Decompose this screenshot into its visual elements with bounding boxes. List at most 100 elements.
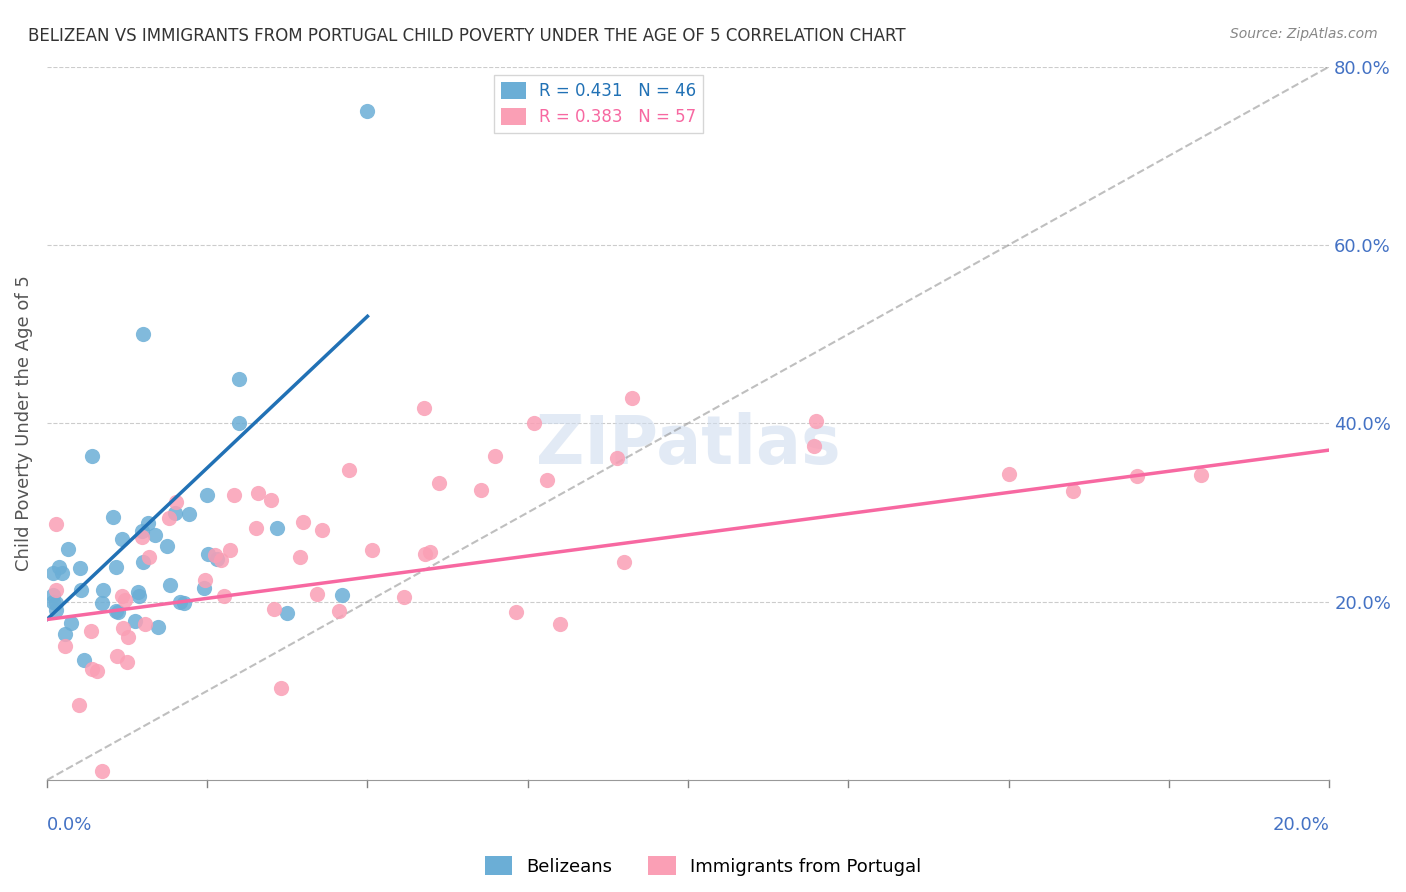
Point [484,449,506,463]
Point [392,590,415,604]
Point [1126,468,1149,483]
Point [224,488,246,502]
Text: Source: ZipAtlas.com: Source: ZipAtlas.com [1230,27,1378,41]
Point [165,506,187,520]
Point [193,581,215,595]
Legend: Belizeans, Immigrants from Portugal: Belizeans, Immigrants from Portugal [478,849,928,883]
Point [305,587,328,601]
Point [112,622,135,636]
Point [209,553,232,567]
Point [90,596,112,610]
Point [803,439,825,453]
Point [523,417,546,431]
Point [266,521,288,535]
Point [470,483,492,497]
Point [131,524,153,538]
Point [205,552,228,566]
Point [291,515,314,529]
Point [177,507,200,521]
Point [276,606,298,620]
Point [419,544,441,558]
Point [337,463,360,477]
Point [328,604,350,618]
Point [505,605,527,619]
Text: BELIZEAN VS IMMIGRANTS FROM PORTUGAL CHILD POVERTY UNDER THE AGE OF 5 CORRELATIO: BELIZEAN VS IMMIGRANTS FROM PORTUGAL CHI… [28,27,905,45]
Y-axis label: Child Poverty Under the Age of 5: Child Poverty Under the Age of 5 [15,276,32,571]
Point [91,764,114,779]
Point [134,617,156,632]
Point [42,566,65,581]
Point [79,624,101,638]
Point [806,414,828,428]
Point [73,653,96,667]
Point [413,401,436,416]
Point [53,627,76,641]
Point [107,605,129,619]
Point [51,566,73,580]
Point [111,532,134,546]
Point [173,596,195,610]
Point [1189,468,1212,483]
Point [620,392,643,406]
Point [42,595,65,609]
Point [194,573,217,587]
Point [67,698,90,713]
Point [136,516,159,531]
Point [132,556,155,570]
Point [1062,483,1084,498]
Point [127,584,149,599]
Point [117,630,139,644]
Point [169,595,191,609]
Point [247,486,270,500]
Point [60,615,83,630]
Point [361,543,384,558]
Text: 0.0%: 0.0% [46,815,93,834]
Point [82,661,104,675]
Point [228,417,250,431]
Point [104,560,127,574]
Point [156,539,179,553]
Point [606,450,628,465]
Point [138,550,160,565]
Point [260,493,283,508]
Point [111,590,134,604]
Point [415,547,437,561]
Point [197,547,219,561]
Point [45,583,67,598]
Point [228,372,250,386]
Point [128,589,150,603]
Point [132,327,155,342]
Point [159,578,181,592]
Point [212,589,235,603]
Point [536,473,558,487]
Point [45,596,67,610]
Point [548,616,571,631]
Point [146,620,169,634]
Point [204,548,226,562]
Point [45,603,67,617]
Point [115,656,138,670]
Point [997,467,1019,481]
Point [91,582,114,597]
Point [195,488,218,502]
Legend: R = 0.431   N = 46, R = 0.383   N = 57: R = 0.431 N = 46, R = 0.383 N = 57 [494,75,703,133]
Point [42,588,65,602]
Point [157,511,180,525]
Point [165,494,187,508]
Point [48,559,70,574]
Point [427,475,450,490]
Text: 20.0%: 20.0% [1272,815,1329,834]
Point [270,681,292,696]
Point [105,604,128,618]
Point [131,531,153,545]
Point [245,521,267,535]
Point [613,556,636,570]
Point [80,449,103,463]
Point [124,614,146,628]
Point [86,664,108,678]
Point [288,549,311,564]
Point [219,543,242,558]
Point [311,523,333,537]
Point [69,561,91,575]
Point [105,649,128,664]
